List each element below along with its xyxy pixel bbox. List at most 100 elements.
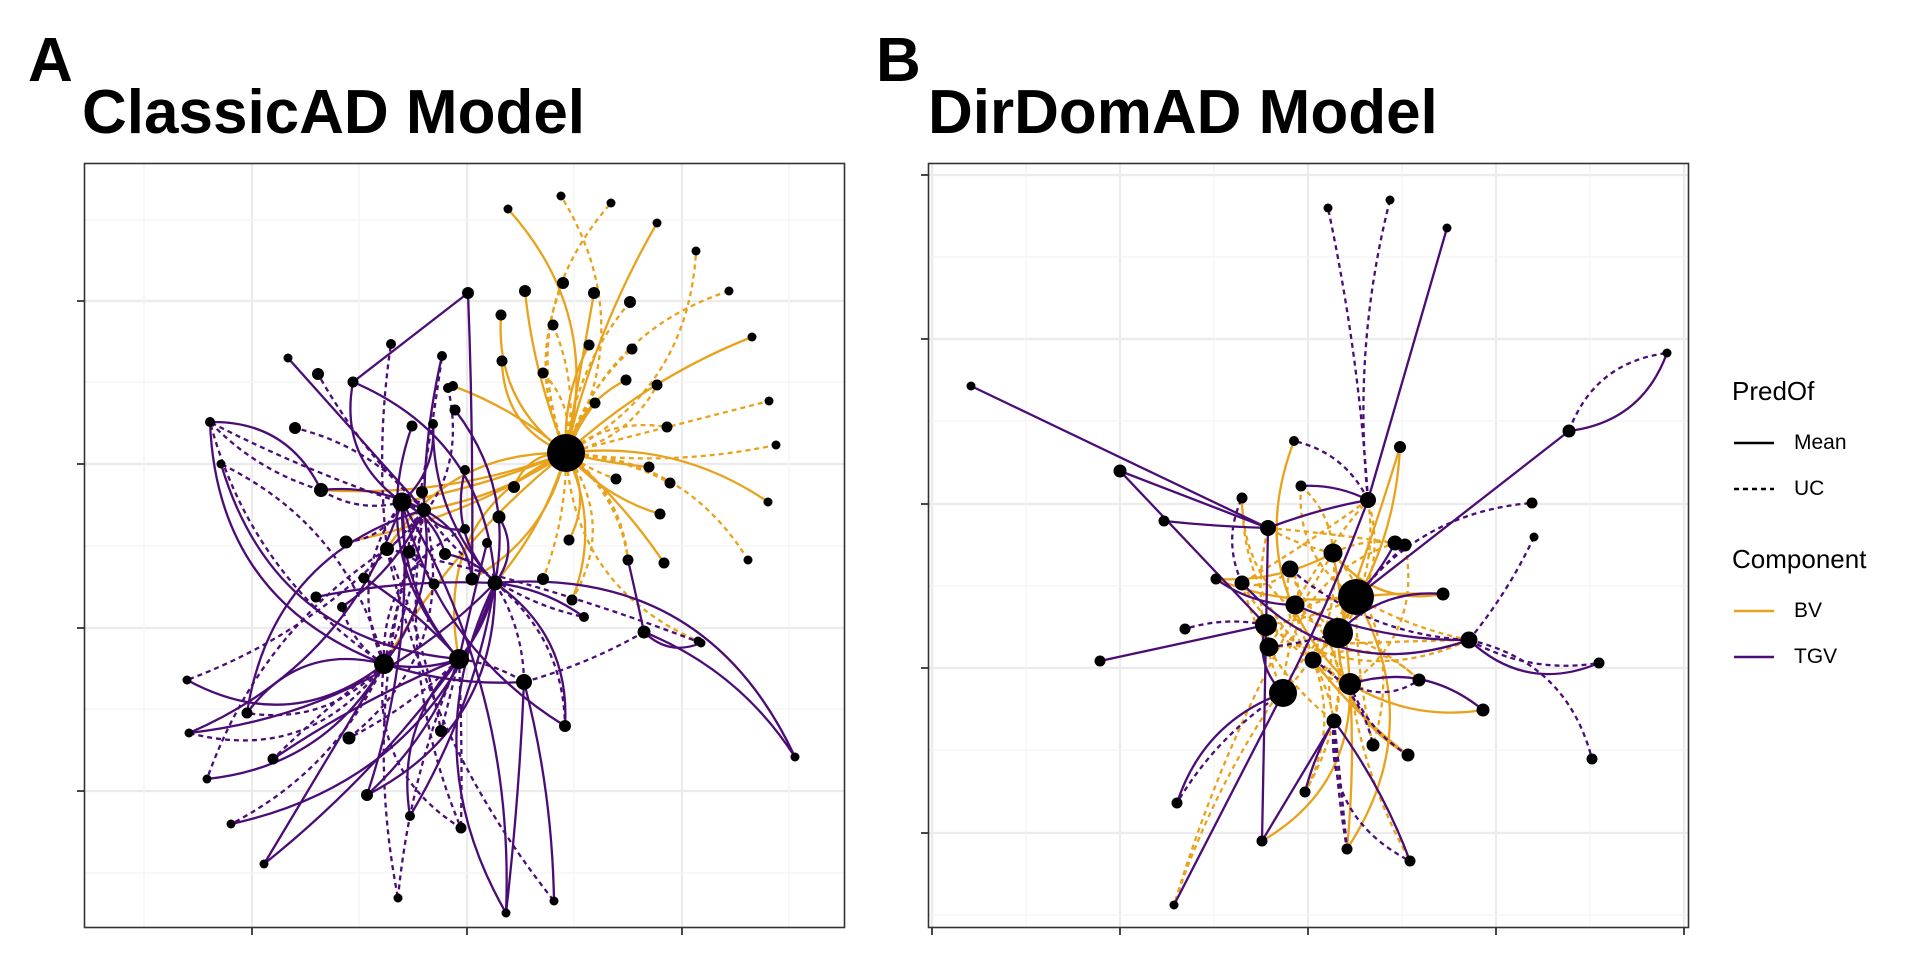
tgv-edge-mean — [320, 487, 425, 512]
tgv-edge-uc — [423, 509, 585, 619]
tgv-edge-uc — [1176, 692, 1284, 804]
bv-edge-mean — [1215, 551, 1334, 581]
tgv-edge-uc — [209, 421, 322, 492]
network-node — [559, 720, 571, 732]
network-node — [501, 908, 511, 918]
bv-edge-mean — [320, 451, 567, 493]
tgv-edge-mean — [186, 663, 385, 706]
tgv-edge-uc — [1468, 638, 1594, 760]
legend-item-mean: Mean — [1732, 420, 1912, 466]
network-node — [460, 465, 470, 475]
tgv-edge-mean — [208, 421, 385, 666]
tgv-edge-mean — [409, 582, 497, 817]
network-node — [637, 625, 651, 639]
network-node — [1179, 623, 1191, 635]
tgv-edge-uc — [1362, 199, 1392, 501]
bv-edge-uc — [1333, 632, 1351, 685]
bv-edge-uc — [564, 452, 699, 643]
network-node — [547, 319, 559, 331]
tgv-edge-mean — [1366, 227, 1449, 501]
legend-label-mean: Mean — [1794, 431, 1847, 454]
network-node — [547, 434, 585, 472]
plot-frame — [83, 162, 846, 929]
network-node — [691, 246, 701, 256]
network-node — [652, 218, 662, 228]
tgv-edge-uc — [494, 582, 526, 683]
tgv-edge-uc — [385, 548, 555, 902]
network-node — [455, 822, 467, 834]
network-node — [764, 396, 774, 406]
legend-item-uc: UC — [1732, 466, 1912, 512]
tgv-edge-uc — [294, 426, 425, 511]
tgv-edge-uc — [340, 606, 385, 665]
network-node — [1323, 543, 1343, 563]
network-node — [1366, 738, 1380, 752]
tgv-edge-uc — [1332, 720, 1349, 850]
tgv-edge-mean — [504, 681, 526, 914]
edges — [186, 195, 797, 914]
network-node — [1323, 203, 1333, 213]
tgv-edge-uc — [386, 547, 702, 645]
tgv-edge-uc — [1231, 497, 1244, 584]
network-node — [1255, 614, 1277, 636]
bv-line-key — [1734, 609, 1774, 613]
network-node — [624, 296, 636, 308]
bv-edge-uc — [565, 250, 698, 455]
tgv-edge-uc — [205, 548, 388, 780]
network-node — [1326, 713, 1342, 729]
tgv-edge-uc — [186, 509, 425, 682]
tgv-edge-mean — [366, 582, 497, 797]
network-node — [241, 707, 253, 719]
tgv-edge-mean — [1300, 484, 1369, 502]
network-node — [654, 508, 666, 520]
tgv-edge-mean — [401, 501, 508, 914]
bv-edge-uc — [1303, 659, 1326, 793]
tgv-edge-uc — [1355, 544, 1406, 598]
tgv-edge-mean — [1163, 519, 1269, 530]
network-node — [1526, 497, 1538, 509]
tgv-edge-uc — [1331, 720, 1411, 863]
bv-edge-uc — [1312, 649, 1420, 681]
legend-component-title: Component — [1732, 544, 1867, 574]
tgv-edge-uc — [1355, 501, 1533, 598]
legend-component: Component BV TGV — [1732, 546, 1912, 680]
tgv-edge-uc — [1349, 679, 1420, 694]
network-node — [482, 538, 492, 548]
tgv-edge-mean — [400, 501, 566, 727]
network-node — [566, 594, 578, 606]
panel-a-title: ClassicAD Model — [82, 78, 586, 147]
network-node — [184, 728, 194, 738]
network-node — [314, 483, 328, 497]
network-node — [1460, 631, 1478, 649]
tgv-edge-mean — [341, 509, 426, 608]
network-node — [312, 368, 324, 380]
network-node — [589, 397, 601, 409]
panel-a-letter: A — [28, 26, 73, 95]
bv-edge-uc — [1265, 624, 1470, 663]
network-node — [1289, 436, 1299, 446]
network-node — [620, 374, 632, 386]
tgv-edge-mean — [1099, 623, 1267, 663]
bv-edge-uc — [565, 452, 630, 561]
network-node — [202, 774, 212, 784]
tgv-line-key — [1734, 655, 1774, 659]
network-node — [1476, 703, 1490, 717]
tgv-edge-uc — [380, 343, 393, 550]
legend-label-tgv: TGV — [1794, 645, 1838, 668]
tgv-edge-mean — [363, 577, 460, 660]
legend-predof-title: PredOf — [1732, 376, 1815, 406]
tgv-edge-mean — [230, 582, 497, 826]
network-node — [1158, 515, 1170, 527]
network-node — [556, 191, 566, 201]
network-node — [1256, 835, 1268, 847]
tgv-edge-uc — [272, 663, 385, 760]
network-node — [743, 555, 753, 565]
bv-edge-uc — [1354, 596, 1375, 746]
legend-item-bv: BV — [1732, 588, 1912, 634]
network-node — [437, 351, 447, 361]
network-node — [216, 459, 226, 469]
network-node — [696, 638, 706, 648]
axis-ticks — [77, 300, 683, 935]
network-node — [492, 510, 506, 524]
tgv-edge-uc — [1293, 439, 1370, 501]
